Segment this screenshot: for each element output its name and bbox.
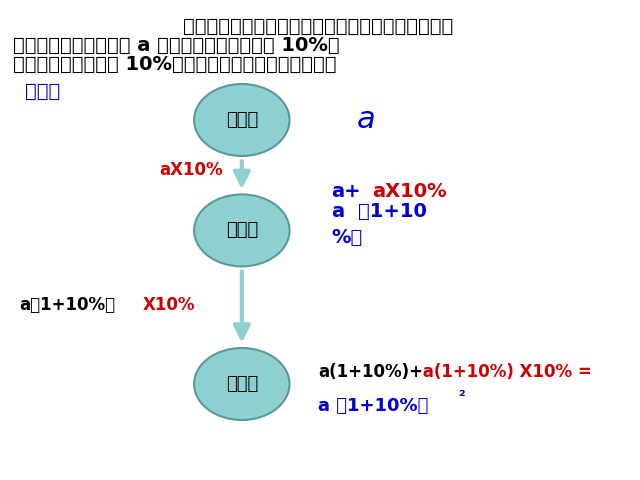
Text: aX10%: aX10% (372, 182, 447, 202)
Text: a （1+10%）: a （1+10%） (318, 396, 429, 415)
Circle shape (194, 84, 289, 156)
Text: %）: %） (331, 228, 362, 247)
Text: a(1+10%)+: a(1+10%)+ (318, 363, 423, 381)
Text: a: a (331, 202, 344, 221)
Text: a(1+10%) X10% =: a(1+10%) X10% = (417, 363, 591, 381)
Text: a: a (356, 106, 375, 134)
Circle shape (194, 194, 289, 266)
Text: 第一次: 第一次 (226, 111, 258, 129)
Text: a（1+10%）: a（1+10%） (19, 296, 115, 314)
Text: 第三次: 第三次 (226, 375, 258, 393)
Text: aX10%: aX10% (159, 161, 223, 180)
Text: 第一次月考数学成绩是 a 分，第二次月考增长了 10%，: 第一次月考数学成绩是 a 分，第二次月考增长了 10%， (13, 36, 339, 55)
Text: 第三次月考又增长了 10%，问他第三次数学成绩是多少？: 第三次月考又增长了 10%，问他第三次数学成绩是多少？ (13, 55, 336, 74)
Text: ²: ² (458, 388, 465, 404)
Text: a+: a+ (331, 182, 360, 202)
Text: 课前热身１：二中小明学习非常认真，学习成绩直线: 课前热身１：二中小明学习非常认真，学习成绩直线 (183, 17, 453, 36)
Text: X10%: X10% (143, 296, 196, 314)
Text: 第二次: 第二次 (226, 221, 258, 240)
Text: （1+10: （1+10 (358, 202, 426, 221)
Text: 分析：: 分析： (26, 82, 61, 101)
Circle shape (194, 348, 289, 420)
